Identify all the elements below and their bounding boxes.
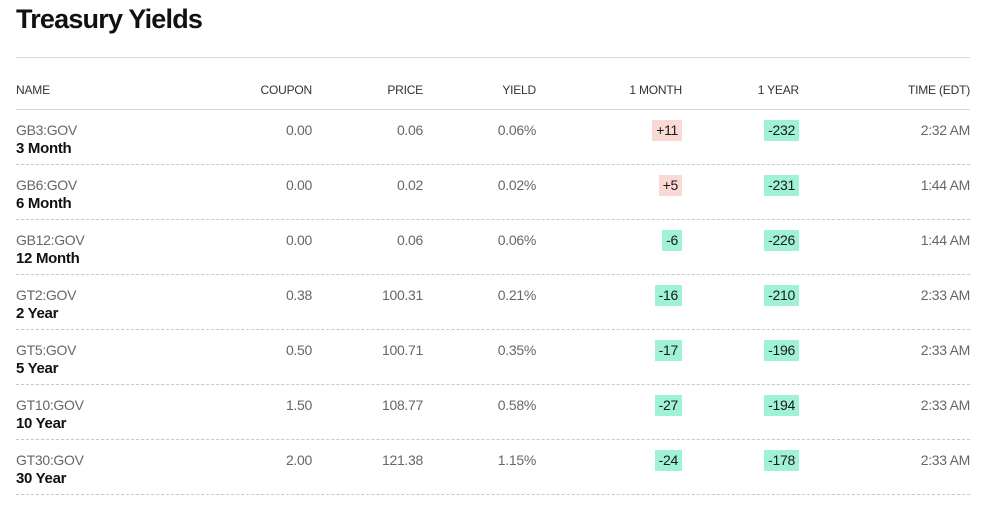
bond-name: 10 Year: [16, 415, 67, 432]
column-header-name[interactable]: NAME: [16, 83, 50, 97]
one-year-change-badge: -226: [764, 230, 799, 251]
price-value: 0.06: [396, 232, 423, 248]
time-value: 2:33 AM: [920, 397, 971, 413]
column-header-1-month[interactable]: 1 MONTH: [629, 83, 682, 97]
time-value: 2:33 AM: [920, 342, 971, 358]
price-value: 108.77: [381, 397, 423, 413]
bond-name: 30 Year: [16, 470, 67, 487]
price-value: 100.71: [381, 342, 423, 358]
price-value: 100.31: [381, 287, 423, 303]
one-month-change-badge: +11: [652, 120, 682, 141]
one-year-change-badge: -194: [764, 395, 799, 416]
one-month-change-badge: +5: [658, 175, 682, 196]
coupon-value: 1.50: [285, 397, 312, 413]
yield-value: 0.58%: [497, 397, 537, 413]
coupon-value: 0.00: [285, 122, 312, 138]
price-value: 0.02: [396, 177, 423, 193]
coupon-value: 0.38: [285, 287, 312, 303]
ticker-link[interactable]: GT10:GOV: [16, 397, 84, 413]
price-value: 121.38: [381, 452, 423, 468]
one-month-change-badge: -17: [654, 340, 682, 361]
one-month-change-badge: -16: [654, 285, 682, 306]
coupon-value: 0.50: [285, 342, 312, 358]
bond-name: 6 Month: [16, 195, 72, 212]
table-row[interactable]: GT2:GOV 2 Year 0.38 100.31 0.21% -16 -210 2:33 …: [16, 275, 970, 330]
bond-name: 3 Month: [16, 140, 72, 157]
time-value: 1:44 AM: [920, 232, 971, 248]
one-month-change-badge: -6: [662, 230, 682, 251]
column-header-yield[interactable]: YIELD: [502, 83, 536, 97]
yield-value: 0.06%: [497, 122, 537, 138]
column-header-price[interactable]: PRICE: [387, 83, 423, 97]
ticker-link[interactable]: GT30:GOV: [16, 452, 84, 468]
one-year-change-badge: -178: [764, 450, 799, 471]
ticker-link[interactable]: GT5:GOV: [16, 342, 77, 358]
yield-value: 0.06%: [497, 232, 537, 248]
bond-name: 5 Year: [16, 360, 59, 377]
ticker-link[interactable]: GB12:GOV: [16, 232, 85, 248]
one-year-change-badge: -210: [764, 285, 799, 306]
table-row[interactable]: GT5:GOV 5 Year 0.50 100.71 0.35% -17 -196 2:33 …: [16, 330, 970, 385]
column-header-time[interactable]: TIME (EDT): [908, 83, 970, 97]
time-value: 2:33 AM: [920, 287, 971, 303]
yield-value: 0.02%: [497, 177, 537, 193]
one-year-change-badge: -232: [764, 120, 799, 141]
page-title: Treasury Yields: [16, 4, 203, 34]
time-value: 2:32 AM: [920, 122, 971, 138]
table-row[interactable]: GT10:GOV 10 Year 1.50 108.77 0.58% -27 -194 2:3…: [16, 385, 970, 440]
time-value: 2:33 AM: [920, 452, 971, 468]
yield-value: 0.35%: [497, 342, 537, 358]
title-divider: [16, 57, 970, 58]
table-row[interactable]: GT30:GOV 30 Year 2.00 121.38 1.15% -24 -178 2:3…: [16, 440, 970, 495]
ticker-link[interactable]: GT2:GOV: [16, 287, 77, 303]
one-year-change-badge: -196: [764, 340, 799, 361]
coupon-value: 2.00: [285, 452, 312, 468]
yield-value: 0.21%: [497, 287, 537, 303]
ticker-link[interactable]: GB3:GOV: [16, 122, 77, 138]
column-header-1-year[interactable]: 1 YEAR: [757, 83, 799, 97]
table-row[interactable]: GB6:GOV 6 Month 0.00 0.02 0.02% +5 -231 1:44 AM: [16, 165, 970, 220]
price-value: 0.06: [396, 122, 423, 138]
time-value: 1:44 AM: [920, 177, 971, 193]
table-row[interactable]: GB12:GOV 12 Month 0.00 0.06 0.06% -6 -226 1:44 …: [16, 220, 970, 275]
column-header-coupon[interactable]: COUPON: [260, 83, 313, 97]
yield-value: 1.15%: [497, 452, 537, 468]
treasury-yields-table: NAME COUPON PRICE YIELD 1 MONTH 1 YEAR T…: [16, 58, 970, 495]
table-body: GB3:GOV 3 Month 0.00 0.06 0.06% +11 -232 2:32 A…: [16, 110, 970, 495]
one-month-change-badge: -27: [654, 395, 682, 416]
coupon-value: 0.00: [285, 232, 312, 248]
coupon-value: 0.00: [285, 177, 312, 193]
one-year-change-badge: -231: [764, 175, 799, 196]
ticker-link[interactable]: GB6:GOV: [16, 177, 77, 193]
bond-name: 2 Year: [16, 305, 59, 322]
table-header: NAME COUPON PRICE YIELD 1 MONTH 1 YEAR T…: [16, 58, 970, 110]
bond-name: 12 Month: [16, 250, 80, 267]
table-row[interactable]: GB3:GOV 3 Month 0.00 0.06 0.06% +11 -232 2:32 A…: [16, 110, 970, 165]
one-month-change-badge: -24: [654, 450, 682, 471]
